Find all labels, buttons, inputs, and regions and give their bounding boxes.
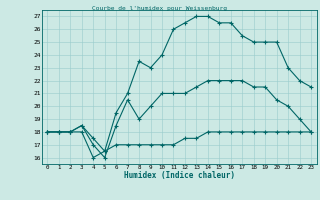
X-axis label: Humidex (Indice chaleur): Humidex (Indice chaleur) [124, 171, 235, 180]
Text: Courbe de l'humidex pour Weissenburg: Courbe de l'humidex pour Weissenburg [92, 6, 228, 11]
